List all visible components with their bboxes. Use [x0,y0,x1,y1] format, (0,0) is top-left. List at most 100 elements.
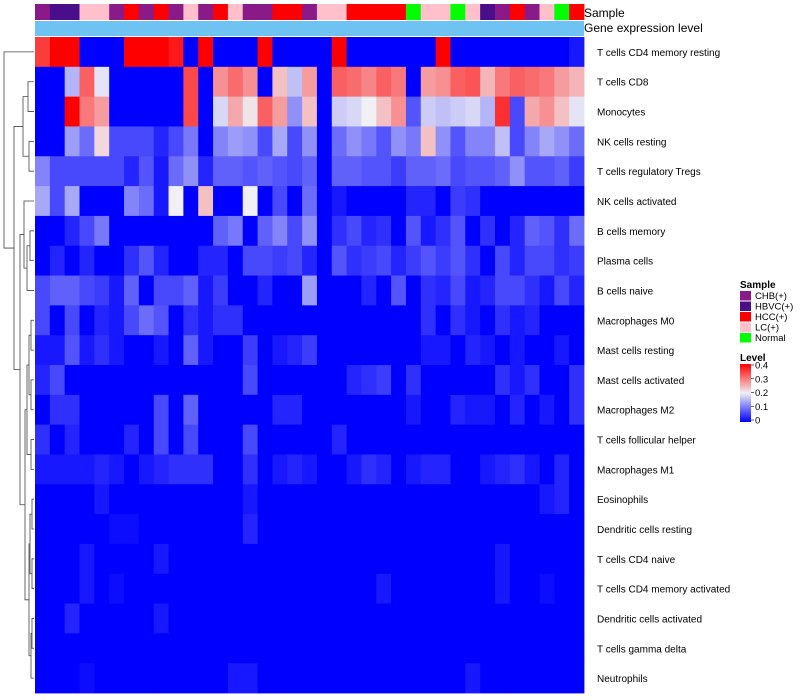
heatmap-cell [109,394,125,426]
heatmap-cell [539,573,555,604]
heatmap-cell [376,424,392,455]
heatmap-cell [302,245,318,276]
heatmap-cell [465,484,481,515]
heatmap-cell [480,394,496,426]
level-legend-tick-label: 0.2 [755,388,768,399]
heatmap-cell [183,215,199,247]
heatmap-cell [168,424,184,455]
heatmap-cell [524,275,540,306]
heatmap-cell [420,365,437,396]
heatmap-cell [213,335,229,366]
heatmap-cell [465,96,481,127]
heatmap-cell [346,663,362,694]
heatmap-cell [124,394,140,426]
heatmap-cell [420,305,437,336]
heatmap-cell [49,454,66,485]
heatmap-cell [554,543,570,575]
heatmap-cell [554,335,570,366]
heatmap-cell [435,663,451,694]
sample-annotation-cell [124,4,140,20]
heatmap-cell [257,484,273,515]
heatmap-cell [494,96,511,127]
heatmap-cell [198,663,214,694]
heatmap-cell [242,245,258,276]
heatmap-cell [361,365,377,396]
heatmap-cell [316,335,333,366]
heatmap-cell [509,663,526,694]
sample-annotation-cell [569,4,585,20]
heatmap-cell [465,603,481,634]
heatmap-cell [49,66,66,98]
heatmap-cell [450,37,466,68]
heatmap-cell [539,633,555,664]
heatmap-cell [64,365,80,396]
heatmap-cell [316,186,333,217]
heatmap-cell [494,186,511,217]
heatmap-cell [94,543,110,575]
heatmap-cell [124,37,140,68]
heatmap-cell [213,365,229,396]
heatmap-cell [138,365,155,396]
heatmap-cell [509,305,526,336]
heatmap-cell [376,126,392,157]
heatmap-cell [64,484,80,515]
heatmap-cell [450,365,466,396]
heatmap-cell [346,186,362,217]
heatmap-cell [391,365,407,396]
gene-expression-level-label: Gene expression level [584,21,703,35]
heatmap-cell [494,514,511,545]
heatmap-cell [287,245,303,276]
heatmap-cell [509,66,526,98]
heatmap-cell [35,305,51,336]
heatmap-cell [420,96,437,127]
heatmap-cell [331,305,347,336]
heatmap-cell [361,37,377,68]
heatmap-cell [450,573,466,604]
heatmap-cell [539,365,555,396]
heatmap-cell [405,454,422,485]
dendrogram-branch [30,319,34,351]
heatmap-cell [168,394,184,426]
heatmap-cell [435,66,451,98]
heatmap-cell [524,633,540,664]
sample-legend-label: Normal [755,333,786,344]
row-label: Macrophages M1 [597,465,675,476]
heatmap-cell [331,424,347,455]
heatmap-cell [49,663,66,694]
heatmap-cell [554,365,570,396]
heatmap-cell [35,275,51,306]
dendrogram-branch [26,245,34,291]
heatmap-cell [227,245,244,276]
heatmap-cell [49,365,66,396]
heatmap-cell [450,215,466,247]
heatmap-cell [168,633,184,664]
heatmap-cell [316,603,333,634]
heatmap-cell [49,96,66,127]
heatmap-cell [79,156,95,187]
heatmap-cell [450,305,466,336]
heatmap-cell [183,335,199,366]
heatmap-cell [49,156,66,187]
heatmap-cell [420,573,437,604]
heatmap-cell [361,215,377,247]
heatmap-cell [109,96,125,127]
heatmap-cell [302,37,318,68]
sample-annotation-cell [242,4,258,20]
heatmap-cell [361,126,377,157]
heatmap-cell [569,454,585,485]
heatmap-cell [391,543,407,575]
heatmap-cell [35,514,51,545]
heatmap-cell [257,573,273,604]
heatmap-cell [494,305,511,336]
heatmap-cell [153,543,169,575]
heatmap-cell [509,245,526,276]
heatmap-cell [79,186,95,217]
heatmap-cell [554,603,570,634]
heatmap-cell [272,156,288,187]
heatmap-cell [376,275,392,306]
heatmap-cell [420,215,437,247]
heatmap-cell [435,275,451,306]
heatmap-cell [227,156,244,187]
heatmap-cell [316,305,333,336]
heatmap-cell [391,186,407,217]
